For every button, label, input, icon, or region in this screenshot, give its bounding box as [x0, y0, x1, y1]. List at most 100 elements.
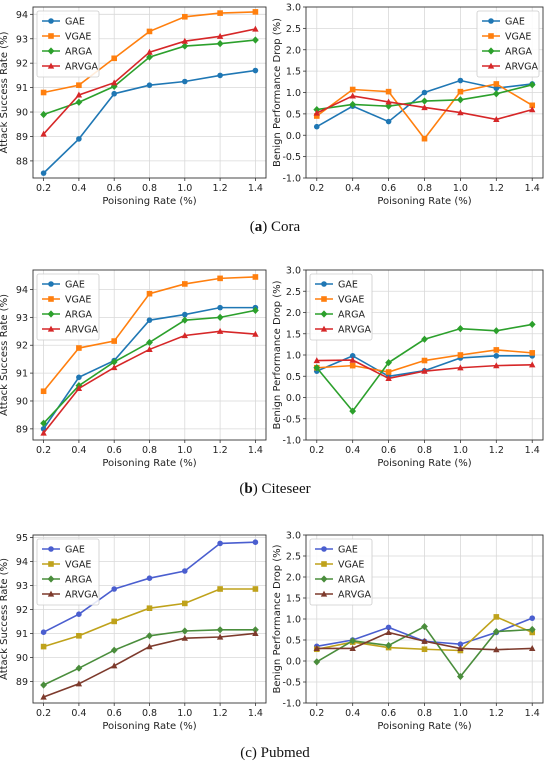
y-tick-label: -0.5 [282, 414, 301, 425]
caption-a: (a) Cora [0, 219, 550, 236]
data-point-arga [181, 627, 189, 635]
x-tick-label: 0.4 [71, 445, 86, 456]
y-tick-label: 3.0 [286, 3, 301, 14]
data-point-arvga [313, 357, 320, 364]
data-point-vgae [252, 274, 259, 280]
y-tick-label: 90 [16, 108, 28, 119]
data-point-arvga [349, 356, 356, 363]
x-tick-label: 0.6 [381, 183, 396, 194]
data-point-arga [252, 36, 259, 44]
x-tick-label: 0.4 [71, 708, 86, 719]
data-point-gae [146, 575, 153, 581]
x-axis-label: Poisoning Rate (%) [102, 721, 196, 732]
y-tick-label: 1.0 [286, 615, 301, 626]
data-point-gae [111, 586, 117, 592]
data-point-vgae [421, 646, 428, 653]
x-tick-label: 0.8 [417, 183, 432, 194]
y-tick-label: 94 [16, 285, 28, 296]
x-tick-label: 0.2 [36, 708, 51, 719]
x-tick-label: 1.0 [177, 183, 192, 194]
data-point-arvga [40, 693, 47, 700]
data-point-gae [252, 539, 259, 545]
legend-marker [488, 33, 494, 39]
data-point-arvga [385, 374, 392, 381]
legend-marker [48, 546, 54, 552]
legend-marker [320, 575, 328, 583]
legend-label: GAE [65, 545, 85, 556]
legend: GAE VGAE ARGA ARVGA [476, 10, 540, 78]
y-tick-label: -1.0 [282, 174, 301, 185]
y-tick-label: 2.5 [286, 552, 301, 563]
data-point-vgae [40, 89, 47, 96]
data-point-gae [76, 136, 82, 142]
data-point-vgae [252, 586, 259, 592]
y-tick-label: 92 [16, 605, 28, 616]
data-point-arvga [421, 637, 428, 644]
caption-name-a: Cora [271, 219, 301, 235]
data-point-gae [40, 629, 47, 635]
data-point-vgae [217, 10, 223, 16]
data-point-arga [349, 637, 357, 645]
y-axis-label: Benign Performance Drop (%) [272, 280, 283, 429]
legend: GAE VGAE ARGA ARVGA [36, 10, 100, 78]
data-point-arga [385, 641, 392, 650]
data-point-arga [313, 364, 321, 372]
data-point-vgae [111, 338, 117, 344]
data-point-arvga [216, 633, 224, 640]
legend: GAE VGAE ARGA ARVGA [309, 538, 373, 606]
y-tick-label: 2.0 [286, 573, 301, 584]
data-point-vgae [146, 28, 153, 35]
data-point-vgae [493, 614, 500, 620]
legend-label: VGAE [65, 295, 91, 306]
legend-label: ARVGA [65, 590, 98, 601]
data-point-arga [528, 81, 536, 89]
data-point-gae [457, 77, 464, 84]
data-point-arga [216, 626, 224, 634]
data-point-vgae [182, 600, 188, 607]
y-axis-label: Attack Success Rate (%) [0, 31, 10, 153]
data-point-arga [492, 628, 500, 636]
legend-label: VGAE [338, 560, 364, 571]
caption-name-c: Pubmed [260, 745, 310, 761]
data-point-gae [40, 170, 47, 176]
y-tick-label: 1.0 [286, 88, 301, 99]
data-point-arvga [75, 385, 83, 392]
y-tick-label: 94 [16, 10, 28, 21]
data-point-arvga [529, 106, 536, 113]
x-tick-label: 0.4 [345, 445, 360, 456]
data-point-arvga [110, 79, 118, 86]
legend-label: ARGA [338, 575, 365, 586]
x-tick-label: 1.4 [525, 445, 540, 456]
data-point-arvga [493, 116, 500, 123]
legend-marker [47, 310, 55, 318]
legend-label: ARGA [338, 310, 365, 321]
data-point-arvga [110, 662, 118, 669]
legend-label: GAE [65, 17, 85, 28]
x-tick-label: 0.8 [142, 445, 157, 456]
y-tick-label: 93 [16, 581, 28, 592]
y-tick-label: 0.0 [286, 131, 301, 142]
legend-marker [320, 325, 328, 332]
legend-label: ARVGA [65, 62, 98, 73]
data-point-gae [76, 374, 82, 381]
legend-label: GAE [338, 280, 358, 291]
data-point-arvga [529, 645, 536, 651]
caption-tag-b: (b) [239, 481, 258, 497]
data-point-arvga [146, 48, 153, 55]
legend-label: ARGA [505, 47, 532, 58]
data-point-vgae [182, 281, 188, 287]
x-tick-label: 1.4 [248, 708, 263, 719]
y-tick-label: -1.0 [282, 699, 301, 710]
x-tick-label: 0.4 [345, 708, 360, 719]
legend-marker [47, 47, 55, 55]
data-point-arga [457, 96, 464, 104]
data-point-arvga [349, 645, 356, 651]
x-tick-label: 0.6 [381, 445, 396, 456]
legend-marker [47, 590, 55, 597]
x-axis-label: Poisoning Rate (%) [102, 196, 196, 207]
data-point-arga [40, 110, 47, 119]
y-tick-label: 1.5 [286, 329, 301, 340]
data-point-arga [313, 658, 321, 666]
data-point-vgae [529, 102, 536, 109]
data-point-arvga [252, 25, 259, 32]
